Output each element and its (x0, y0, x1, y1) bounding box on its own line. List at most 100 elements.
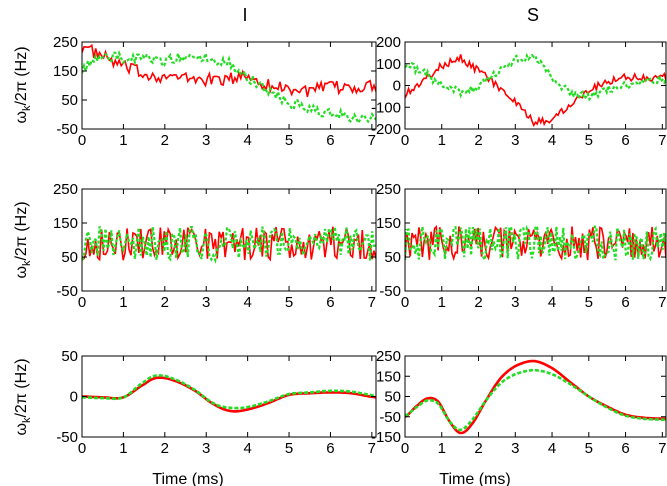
row3-S-xtick-label: 1 (438, 440, 446, 457)
row2-S-xtick-label: 6 (621, 294, 629, 311)
row1-I-xtick-label: 2 (161, 132, 169, 149)
row1-I-xtick-label: 1 (119, 132, 127, 149)
row3-I-xtick-label: 1 (119, 440, 127, 457)
y-axis-label-units: /2π (Hz) (13, 46, 30, 105)
row2-I-xtick-label: 0 (78, 294, 86, 311)
row3-S-xtick-label: 5 (585, 440, 593, 457)
row1-I-xtick-label: 3 (202, 132, 210, 149)
row2-I-xtick-label: 1 (119, 294, 127, 311)
row2-S-xtick-label: 1 (438, 294, 446, 311)
y-axis-label-symbol: ω (13, 423, 30, 436)
column-title-I: I (242, 5, 247, 25)
row3-I-xtick-label: 6 (326, 440, 334, 457)
row2-I-xtick-label: 3 (202, 294, 210, 311)
row1-I-ytick-label: 250 (53, 34, 78, 51)
y-axis-label-units: /2π (Hz) (13, 358, 30, 417)
row2-S-ytick-label: 250 (376, 181, 401, 198)
y-axis-label-subscript: k (21, 105, 33, 111)
row1-S-ytick-label: 200 (376, 34, 401, 51)
row2-I-series-solid (82, 226, 376, 262)
row3-S-xtick-label: 7 (658, 440, 666, 457)
row1-I-frame (81, 41, 377, 130)
row3-S-series-solid (405, 359, 666, 435)
row2-S-ytick-label: 150 (376, 215, 401, 232)
row3-S-ytick-label: -150 (371, 429, 401, 446)
row1-S-xtick-label: 6 (621, 132, 629, 149)
row1-I-xtick-label: 0 (78, 132, 86, 149)
row1-S-xtick-label: 4 (548, 132, 556, 149)
row3-I-xtick-label: 2 (161, 440, 169, 457)
y-axis-label-subscript: k (21, 260, 33, 266)
row3-I-xtick-label: 7 (368, 440, 376, 457)
row1-I-ytick-label: 50 (61, 92, 78, 109)
x-axis-label-left: Time (ms) (152, 471, 223, 486)
y-axis-label-symbol: ω (13, 111, 30, 124)
row1-S-series-solid (405, 54, 666, 128)
row2-I-xtick-label: 7 (368, 294, 376, 311)
column-title-S: S (527, 5, 539, 25)
row2-S-xtick-label: 7 (658, 294, 666, 311)
row2-S-xtick-label: 0 (401, 294, 409, 311)
row1-I-xtick-label: 7 (368, 132, 376, 149)
row2-I-xtick-label: 4 (243, 294, 251, 311)
row3-I-ytick-label: 0 (70, 389, 78, 406)
row3-I-xtick-label: 3 (202, 440, 210, 457)
row2-I-frame (81, 188, 377, 292)
row1-I-y-axis-label: ωk/2π (Hz) (13, 46, 33, 123)
row1-S-ytick-label: 100 (376, 56, 401, 73)
row1-I-xtick-label: 6 (326, 132, 334, 149)
row3-S-xtick-label: 0 (401, 440, 409, 457)
row3-S-ytick-label: -50 (379, 409, 401, 426)
row1-I-xtick-label: 4 (243, 132, 251, 149)
row1-S-xtick-label: 0 (401, 132, 409, 149)
row3-S-ytick-label: 150 (376, 368, 401, 385)
row1-S-xtick-label: 7 (658, 132, 666, 149)
row3-I-xtick-label: 5 (285, 440, 293, 457)
row3-I-y-axis-label: ωk/2π (Hz) (13, 358, 33, 435)
row1-S-series-dashed (405, 52, 666, 102)
row3-S-series-dashed (405, 368, 666, 432)
row2-I-xtick-label: 2 (161, 294, 169, 311)
row2-S-ytick-label: 50 (384, 249, 401, 266)
row1-S-ytick-label: -200 (371, 121, 401, 138)
row2-I-ytick-label: 50 (61, 249, 78, 266)
row3-I-xtick-label: 4 (243, 440, 251, 457)
row1-S-xtick-label: 5 (585, 132, 593, 149)
y-axis-label-units: /2π (Hz) (13, 201, 30, 260)
row3-S-xtick-label: 3 (511, 440, 519, 457)
row2-S-xtick-label: 2 (474, 294, 482, 311)
y-axis-label-subscript: k (21, 417, 33, 423)
row1-I-series-solid (82, 43, 376, 97)
row2-S-xtick-label: 4 (548, 294, 556, 311)
row2-I-ytick-label: 250 (53, 181, 78, 198)
row1-I-ytick-label: 150 (53, 63, 78, 80)
row2-S-series-dashed (405, 224, 666, 264)
row2-S-frame (404, 188, 667, 292)
row1-I-ytick-label: -50 (56, 121, 78, 138)
row2-S-series-solid (405, 225, 666, 262)
row3-I-ytick-label: -50 (56, 429, 78, 446)
row1-S-xtick-label: 3 (511, 132, 519, 149)
row2-I-series-dashed (82, 225, 376, 264)
row2-I-ytick-label: 150 (53, 215, 78, 232)
y-axis-label-symbol: ω (13, 266, 30, 279)
row2-S-ytick-label: -50 (379, 283, 401, 300)
row3-S-xtick-label: 2 (474, 440, 482, 457)
row3-S-xtick-label: 6 (621, 440, 629, 457)
row1-S-ytick-label: -100 (371, 99, 401, 116)
row3-I-ytick-label: 50 (61, 348, 78, 365)
row2-I-y-axis-label: ωk/2π (Hz) (13, 201, 33, 278)
x-axis-label-right: Time (ms) (439, 471, 510, 486)
row2-I-ytick-label: -50 (56, 283, 78, 300)
row1-I-xtick-label: 5 (285, 132, 293, 149)
row3-I-series-dashed (82, 373, 376, 410)
row3-S-xtick-label: 4 (548, 440, 556, 457)
row3-I-xtick-label: 0 (78, 440, 86, 457)
row3-S-ytick-label: 50 (384, 389, 401, 406)
row1-S-xtick-label: 2 (474, 132, 482, 149)
row1-I-series-dashed (82, 49, 376, 126)
row2-S-xtick-label: 5 (585, 294, 593, 311)
row1-S-xtick-label: 1 (438, 132, 446, 149)
